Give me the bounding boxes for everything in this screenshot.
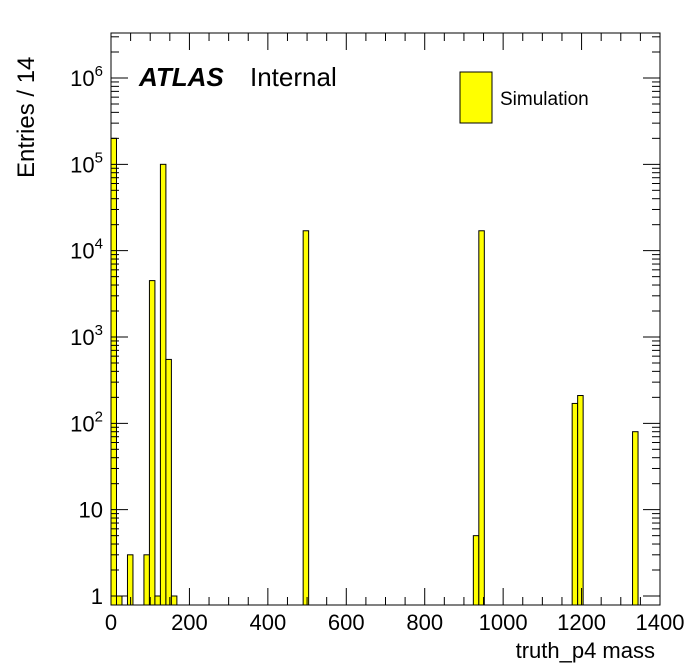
histogram-bar <box>632 431 639 606</box>
y-tick-label: 102 <box>70 408 103 436</box>
x-tick-label: 200 <box>171 610 208 635</box>
x-tick-label: 800 <box>406 610 443 635</box>
x-tick-label: 400 <box>250 610 287 635</box>
histogram-bar <box>478 230 485 606</box>
atlas-internal-label: Internal <box>250 62 337 92</box>
x-tick-label: 1000 <box>479 610 528 635</box>
histogram-bar <box>165 358 172 606</box>
histogram-bar <box>159 163 167 606</box>
atlas-label: ATLAS <box>138 62 224 92</box>
legend-label: Simulation <box>500 89 589 110</box>
x-tick-label: 600 <box>328 610 365 635</box>
x-tick-labels: 0 200 400 600 800 1000 1200 1400 <box>105 610 685 635</box>
x-tick-label: 1400 <box>636 610 685 635</box>
plot-frame <box>110 32 661 606</box>
y-tick-label: 105 <box>70 149 103 177</box>
histogram-bar <box>143 554 150 606</box>
x-tick-label: 0 <box>105 610 117 635</box>
x-axis-label: truth_p4 mass <box>516 638 655 663</box>
histogram-bar <box>154 595 161 606</box>
y-tick-label: 103 <box>70 322 103 350</box>
legend-swatch <box>459 71 493 124</box>
histogram-bar <box>115 595 123 606</box>
y-tick-label: 10 <box>79 498 103 523</box>
y-tick-labels: 1 10 102 103 104 105 106 <box>70 63 103 609</box>
y-tick-label: 106 <box>70 63 103 91</box>
histogram-bar <box>571 402 579 606</box>
axis-ticks <box>110 33 661 605</box>
y-axis-label: Entries / 14 <box>13 57 40 178</box>
histogram-bar <box>170 595 178 606</box>
x-tick-label: 1200 <box>557 610 606 635</box>
y-tick-label: 104 <box>70 236 103 264</box>
y-tick-label: 1 <box>91 584 103 609</box>
histogram-bar <box>302 230 310 606</box>
histogram-bar <box>148 280 156 606</box>
histogram-bar <box>577 395 584 606</box>
histogram-bar <box>472 535 480 606</box>
